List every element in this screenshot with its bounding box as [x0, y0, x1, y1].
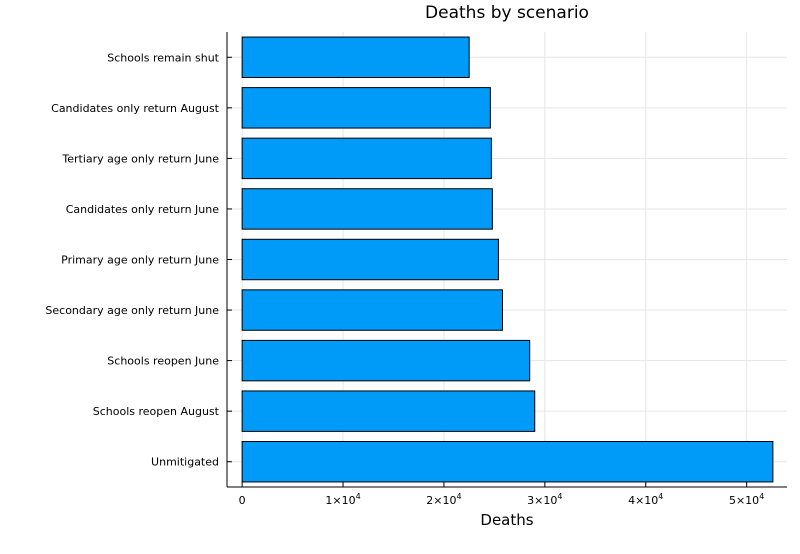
y-tick-label: Secondary age only return June: [45, 304, 219, 317]
bar: [241, 36, 470, 78]
y-tick-label: Primary age only return June: [61, 254, 219, 267]
y-tick-label: Schools remain shut: [107, 51, 219, 64]
x-tick-label: 1×104: [325, 492, 360, 507]
bar: [241, 188, 493, 230]
axes: Schools remain shut Candidates only retur…: [45, 32, 787, 507]
x-tick-label: 4×104: [628, 492, 663, 507]
y-tick-label: Candidates only return August: [51, 102, 220, 115]
bar: [241, 238, 499, 281]
bar: [241, 87, 491, 129]
x-tick-label: 3×104: [527, 492, 562, 507]
x-tick-label: 0: [239, 494, 246, 507]
x-tick-label: 2×104: [426, 492, 461, 507]
x-axis-label: Deaths: [480, 511, 533, 529]
bar: [241, 441, 774, 483]
chart-title: Deaths by scenario: [425, 3, 589, 23]
bar: [241, 390, 536, 432]
y-tick-label: Schools reopen August: [93, 405, 220, 418]
bar: [241, 339, 531, 382]
y-tick-label: Unmitigated: [151, 456, 219, 469]
y-tick-label: Schools reopen June: [107, 355, 219, 368]
x-tick-label: 5×104: [729, 492, 764, 507]
bar: [241, 289, 503, 331]
bars: [241, 36, 774, 483]
y-tick-label: Candidates only return June: [66, 203, 220, 216]
bar: [241, 137, 492, 180]
y-tick-label: Tertiary age only return June: [61, 152, 219, 165]
